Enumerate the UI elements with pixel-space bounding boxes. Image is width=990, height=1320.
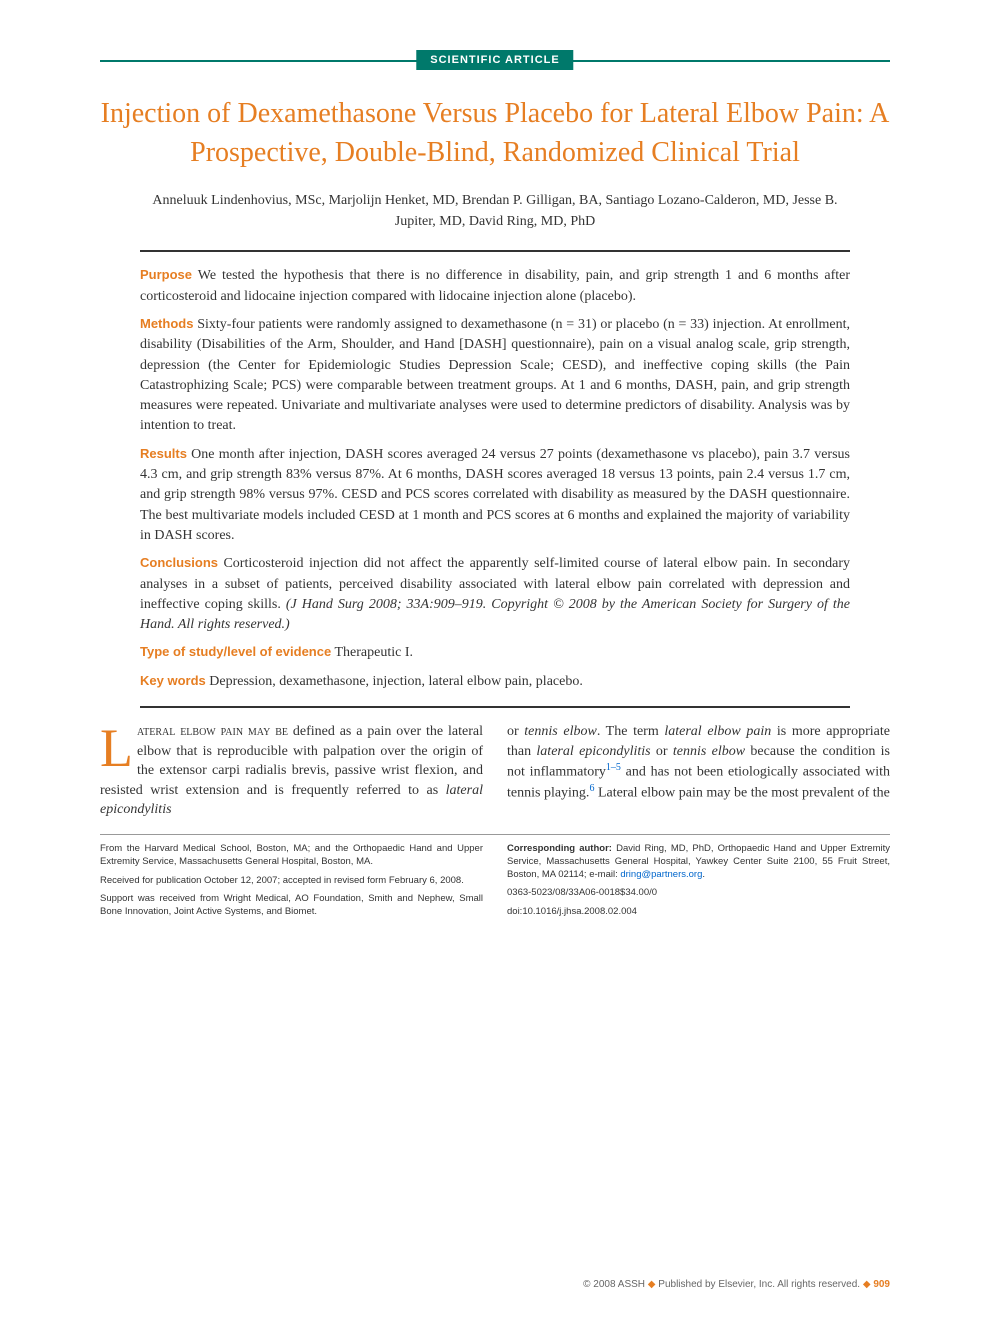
article-title: Injection of Dexamethasone Versus Placeb… bbox=[100, 94, 890, 172]
received-text: Received for publication October 12, 200… bbox=[100, 875, 483, 888]
results-text: One month after injection, DASH scores a… bbox=[140, 447, 850, 543]
article-type-badge: SCIENTIFIC ARTICLE bbox=[416, 50, 573, 70]
page-number: 909 bbox=[873, 1279, 890, 1290]
ref-sup-1[interactable]: 1–5 bbox=[606, 762, 621, 773]
corresponding-author: Corresponding author: David Ring, MD, Ph… bbox=[507, 843, 890, 881]
footer-columns: From the Harvard Medical School, Boston,… bbox=[100, 843, 890, 925]
abstract-purpose: Purpose We tested the hypothesis that th… bbox=[140, 266, 850, 307]
methods-label: Methods bbox=[140, 316, 193, 331]
footer-rule bbox=[100, 834, 890, 835]
doi-text: doi:10.1016/j.jhsa.2008.02.004 bbox=[507, 906, 890, 919]
footer-col-right: Corresponding author: David Ring, MD, Ph… bbox=[507, 843, 890, 925]
purpose-label: Purpose bbox=[140, 267, 192, 282]
abstract-study-type: Type of study/level of evidence Therapeu… bbox=[140, 643, 850, 663]
corr-label: Corresponding author: bbox=[507, 843, 612, 854]
abstract-methods: Methods Sixty-four patients were randoml… bbox=[140, 315, 850, 437]
abstract-results: Results One month after injection, DASH … bbox=[140, 445, 850, 546]
c2g: Lateral elbow pain may be the most preva… bbox=[594, 786, 889, 801]
abstract-block: Purpose We tested the hypothesis that th… bbox=[140, 266, 850, 692]
c2i4: tennis elbow bbox=[673, 744, 745, 759]
affiliation-text: From the Harvard Medical School, Boston,… bbox=[100, 843, 483, 869]
copyright-text: © 2008 ASSH bbox=[583, 1279, 648, 1290]
conclusions-label: Conclusions bbox=[140, 555, 218, 570]
c2a: or bbox=[507, 724, 524, 739]
author-list: Anneluuk Lindenhovius, MSc, Marjolijn He… bbox=[140, 190, 850, 232]
results-label: Results bbox=[140, 446, 187, 461]
c2i2: lateral elbow pain bbox=[664, 724, 771, 739]
lead-smallcaps: ateral elbow pain may be bbox=[137, 724, 288, 739]
issn-text: 0363-5023/08/33A06-0018$34.00/0 bbox=[507, 887, 890, 900]
c2b: . The term bbox=[597, 724, 665, 739]
publisher-text: Published by Elsevier, Inc. All rights r… bbox=[656, 1279, 863, 1290]
body-col-right: or tennis elbow. The term lateral elbow … bbox=[507, 722, 890, 820]
footer-col-left: From the Harvard Medical School, Boston,… bbox=[100, 843, 483, 925]
body-columns: Lateral elbow pain may be defined as a p… bbox=[100, 722, 890, 820]
page-footer: © 2008 ASSH ◆ Published by Elsevier, Inc… bbox=[583, 1279, 890, 1290]
support-text: Support was received from Wright Medical… bbox=[100, 893, 483, 919]
c2i3: lateral epicondylitis bbox=[536, 744, 650, 759]
abstract-conclusions: Conclusions Corticosteroid injection did… bbox=[140, 554, 850, 635]
dropcap: L bbox=[100, 722, 137, 772]
abstract-top-rule bbox=[140, 250, 850, 252]
body-col-left: Lateral elbow pain may be defined as a p… bbox=[100, 722, 483, 820]
abstract-bottom-rule bbox=[140, 706, 850, 708]
corr-email-link[interactable]: dring@partners.org bbox=[620, 869, 702, 880]
methods-text: Sixty-four patients were randomly assign… bbox=[140, 317, 850, 433]
diamond-icon-2: ◆ bbox=[863, 1279, 871, 1290]
top-rule: SCIENTIFIC ARTICLE bbox=[100, 60, 890, 62]
c2i1: tennis elbow bbox=[524, 724, 597, 739]
c2d: or bbox=[651, 744, 673, 759]
purpose-text: We tested the hypothesis that there is n… bbox=[140, 268, 850, 303]
diamond-icon: ◆ bbox=[648, 1279, 656, 1290]
type-text: Therapeutic I. bbox=[331, 645, 413, 660]
abstract-keywords: Key words Depression, dexamethasone, inj… bbox=[140, 672, 850, 692]
type-label: Type of study/level of evidence bbox=[140, 644, 331, 659]
keywords-label: Key words bbox=[140, 673, 206, 688]
keywords-text: Depression, dexamethasone, injection, la… bbox=[206, 674, 583, 689]
